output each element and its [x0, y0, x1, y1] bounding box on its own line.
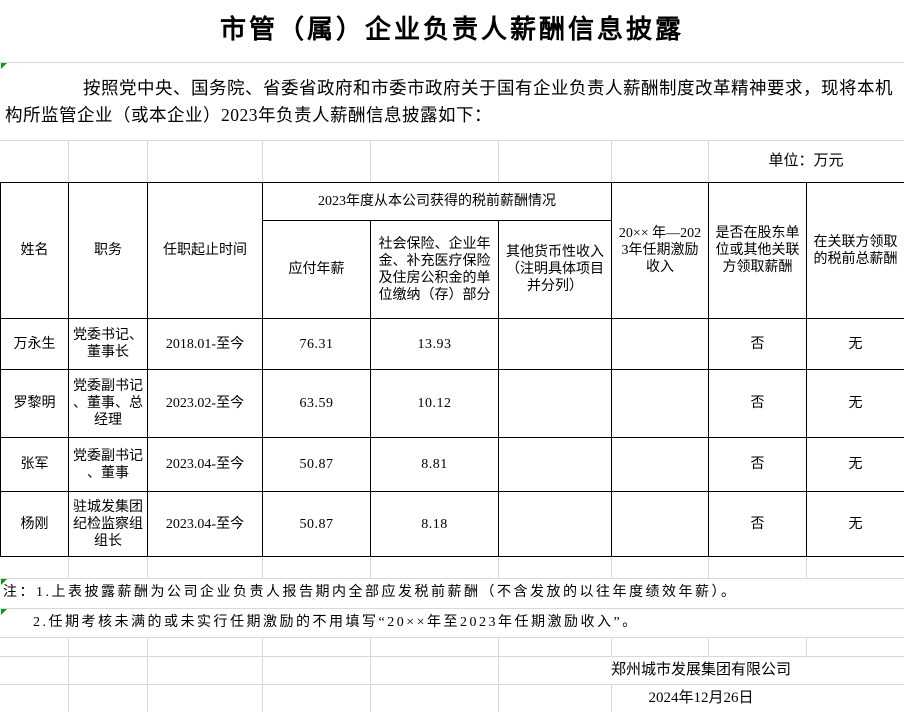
cell-social: 8.18: [370, 491, 499, 557]
cell-position: 党委副书记、董事、总经理: [68, 369, 148, 438]
footnote-1: 注：1.上表披露薪酬为公司企业负责人报告期内全部应发税前薪酬（不含发放的以往年度…: [3, 585, 738, 600]
salary-disclosure-table: 姓名 职务 任职起止时间 2023年度从本公司获得的税前薪酬情况 20×× 年—…: [0, 182, 904, 557]
cell-social: 10.12: [370, 369, 499, 438]
col-header-other-income: 其他货币性收入（注明具体项目并分列）: [497, 220, 613, 319]
signature-date: 2024年12月26日: [648, 690, 754, 706]
intro-paragraph: 按照党中央、国务院、省委省政府和市委市政府关于国有企业负责人薪酬制度改革精神要求…: [5, 78, 893, 125]
cell-other-income: [497, 369, 613, 438]
cell-related: 否: [708, 491, 808, 557]
cell-incentive: [611, 491, 710, 557]
cell-incentive: [611, 437, 710, 492]
cell-term: 2023.04-至今: [147, 491, 263, 557]
cell-term: 2023.04-至今: [147, 437, 263, 492]
cell-position: 驻城发集团纪检监察组组长: [68, 491, 148, 557]
col-header-name: 姓名: [0, 182, 69, 319]
cell-related: 否: [708, 369, 808, 438]
cell-name: 万永生: [0, 318, 69, 370]
col-header-position: 职务: [68, 182, 148, 319]
cell-other-income: [497, 491, 613, 557]
cell-related-total: 无: [806, 491, 904, 557]
cell-social: 8.81: [370, 437, 499, 492]
col-header-salary-group: 2023年度从本公司获得的税前薪酬情况: [261, 182, 613, 221]
cell-payable: 50.87: [262, 437, 371, 492]
cell-related-total: 无: [806, 437, 904, 492]
col-header-term: 任职起止时间: [147, 182, 263, 319]
footnote-2: 2.任期考核未满的或未实行任期激励的不用填写“20××年至2023年任期激励收入…: [33, 615, 639, 630]
table-row: 罗黎明 党委副书记、董事、总经理 2023.02-至今 63.59 10.12 …: [0, 369, 904, 438]
cell-error-marker-icon: [1, 63, 7, 69]
cell-other-income: [497, 437, 613, 492]
cell-payable: 50.87: [262, 491, 371, 557]
cell-incentive: [611, 318, 710, 370]
cell-incentive: [611, 369, 710, 438]
table-row: 张军 党委副书记、董事 2023.04-至今 50.87 8.81 否 无: [0, 437, 904, 492]
table-row: 杨刚 驻城发集团纪检监察组组长 2023.04-至今 50.87 8.18 否 …: [0, 491, 904, 557]
col-header-social-insurance: 社会保险、企业年金、补充医疗保险及住房公积金的单位缴纳（存）部分: [370, 220, 499, 319]
cell-related: 否: [708, 318, 808, 370]
cell-related-total: 无: [806, 369, 904, 438]
cell-related: 否: [708, 437, 808, 492]
col-header-payable-salary: 应付年薪: [262, 220, 371, 319]
cell-related-total: 无: [806, 318, 904, 370]
cell-social: 13.93: [370, 318, 499, 370]
cell-payable: 63.59: [262, 369, 371, 438]
cell-term: 2018.01-至今: [147, 318, 263, 370]
page-title: 市管（属）企业负责人薪酬信息披露: [219, 15, 684, 44]
cell-error-marker-icon: [1, 579, 7, 585]
cell-name: 罗黎明: [0, 369, 69, 438]
cell-position: 党委副书记、董事: [68, 437, 148, 492]
col-header-related-party-paid: 是否在股东单位或其他关联方领取薪酬: [708, 182, 808, 319]
table-row: 万永生 党委书记、董事长 2018.01-至今 76.31 13.93 否 无: [0, 318, 904, 370]
unit-label: 单位：万元: [768, 153, 844, 169]
cell-other-income: [497, 318, 613, 370]
cell-name: 杨刚: [0, 491, 69, 557]
cell-term: 2023.02-至今: [147, 369, 263, 438]
cell-error-marker-icon: [1, 609, 7, 615]
cell-position: 党委书记、董事长: [68, 318, 148, 370]
col-header-related-party-total: 在关联方领取的税前总薪酬: [806, 182, 904, 319]
cell-payable: 76.31: [262, 318, 371, 370]
cell-name: 张军: [0, 437, 69, 492]
signature-company: 郑州城市发展集团有限公司: [610, 662, 791, 678]
col-header-term-incentive: 20×× 年—2023年任期激励收入: [611, 182, 710, 319]
